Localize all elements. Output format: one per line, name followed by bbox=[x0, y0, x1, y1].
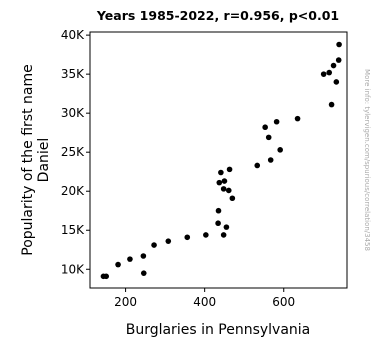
data-point bbox=[262, 124, 268, 131]
y-tick-label: 25K bbox=[61, 145, 85, 159]
data-point bbox=[330, 62, 337, 69]
plot-area-frame bbox=[89, 31, 348, 289]
data-point bbox=[294, 115, 301, 122]
data-point bbox=[273, 118, 280, 125]
y-tick-label: 40K bbox=[61, 28, 85, 42]
data-point bbox=[226, 166, 233, 173]
data-point bbox=[254, 162, 261, 169]
data-point bbox=[184, 234, 191, 241]
data-point bbox=[151, 242, 157, 248]
data-point bbox=[229, 195, 236, 202]
x-axis-label: Burglaries in Pennsylvania bbox=[126, 322, 311, 338]
data-point bbox=[218, 169, 224, 176]
data-points bbox=[100, 41, 342, 280]
data-point bbox=[215, 207, 222, 214]
data-point bbox=[320, 71, 327, 77]
data-point bbox=[265, 134, 272, 141]
y-tick-label: 10K bbox=[61, 262, 85, 276]
data-point bbox=[203, 232, 209, 238]
x-axis: 200 400 600 bbox=[114, 288, 295, 309]
y-axis-label-line-2: Daniel bbox=[36, 138, 52, 183]
y-tick-label: 20K bbox=[61, 184, 85, 198]
data-point bbox=[277, 147, 283, 153]
data-point bbox=[115, 261, 121, 268]
data-point bbox=[140, 253, 147, 259]
data-point bbox=[335, 57, 342, 63]
data-point bbox=[328, 101, 335, 108]
x-tick-label: 200 bbox=[114, 295, 137, 309]
data-point bbox=[215, 220, 221, 227]
data-point bbox=[326, 69, 333, 76]
y-axis: 10K 15K 20K 25K 30K 35K 40K bbox=[61, 28, 90, 276]
y-axis-label-line-1: Popularity of the first name bbox=[20, 64, 36, 256]
data-point bbox=[336, 41, 342, 48]
x-tick-label: 600 bbox=[272, 295, 295, 309]
data-point bbox=[140, 270, 147, 276]
chart-title: Years 1985-2022, r=0.956, p<0.01 bbox=[96, 8, 339, 23]
data-point bbox=[333, 79, 340, 85]
data-point bbox=[223, 224, 230, 230]
x-tick-label: 400 bbox=[193, 295, 216, 309]
data-point bbox=[267, 157, 274, 163]
y-tick-label: 30K bbox=[61, 106, 85, 120]
data-point bbox=[165, 238, 172, 244]
data-point bbox=[127, 256, 133, 262]
data-point bbox=[216, 179, 223, 186]
source-note: More info: tylervigen.com/spurious/corre… bbox=[363, 69, 371, 251]
data-point bbox=[103, 273, 110, 280]
data-point bbox=[225, 187, 232, 194]
y-tick-label: 15K bbox=[61, 223, 85, 237]
data-point bbox=[220, 186, 227, 192]
data-point bbox=[220, 232, 227, 238]
y-tick-label: 35K bbox=[61, 67, 85, 81]
data-point bbox=[221, 178, 228, 184]
